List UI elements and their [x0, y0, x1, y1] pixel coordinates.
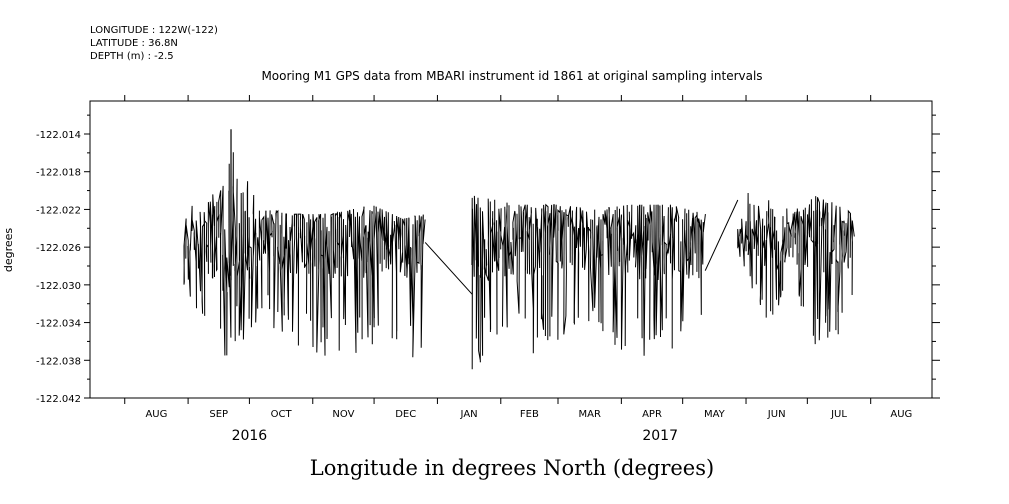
x-tick-label: JUL — [830, 409, 847, 420]
x-tick-label: MAY — [704, 409, 726, 420]
series-segment — [424, 242, 473, 295]
y-tick-label: -122.018 — [36, 168, 81, 179]
y-axis-label: degrees — [2, 228, 15, 273]
y-tick-label: -122.026 — [36, 243, 81, 254]
chart-title: Mooring M1 GPS data from MBARI instrumen… — [261, 69, 762, 83]
x-tick-label: AUG — [890, 409, 912, 420]
x-tick-label: SEP — [209, 409, 228, 420]
year-label: 2016 — [232, 428, 268, 444]
x-tick-label: JAN — [460, 409, 478, 420]
x-tick-label: MAR — [578, 409, 600, 420]
y-tick-label: -122.014 — [36, 130, 81, 141]
series-segment — [183, 152, 426, 358]
y-tick-label: -122.034 — [36, 319, 81, 330]
x-tick-label: AUG — [145, 409, 167, 420]
x-axis: AUG SEP OCT NOV DEC JAN FEB MAR APR MAY JUN JUL AUG 2… — [124, 95, 912, 444]
y-tick-label: -122.042 — [36, 394, 81, 405]
x-tick-label: FEB — [520, 409, 539, 420]
latitude-label: LATITUDE : 36.8N — [90, 38, 178, 49]
x-axis-label: Longitude in degrees North (degrees) — [310, 456, 714, 480]
year-label: 2017 — [642, 428, 678, 444]
x-tick-label: NOV — [332, 409, 354, 420]
y-tick-label: -122.030 — [36, 281, 81, 292]
series-segment — [471, 195, 706, 370]
x-tick-label: APR — [642, 409, 662, 420]
depth-label: DEPTH (m) : -2.5 — [90, 51, 174, 62]
y-axis: -122.014 -122.018 -122.022 -122.026 -122.030… — [36, 114, 940, 405]
plot-frame — [89, 100, 933, 399]
longitude-label: LONGITUDE : 122W(-122) — [90, 25, 218, 36]
series-line — [183, 129, 855, 370]
x-tick-label: OCT — [271, 409, 293, 420]
series-segment — [737, 192, 855, 345]
y-tick-label: -122.022 — [36, 205, 81, 216]
series-segment — [704, 199, 739, 271]
x-tick-label: JUN — [767, 409, 786, 420]
y-tick-label: -122.038 — [36, 356, 81, 367]
x-tick-label: DEC — [395, 409, 416, 420]
